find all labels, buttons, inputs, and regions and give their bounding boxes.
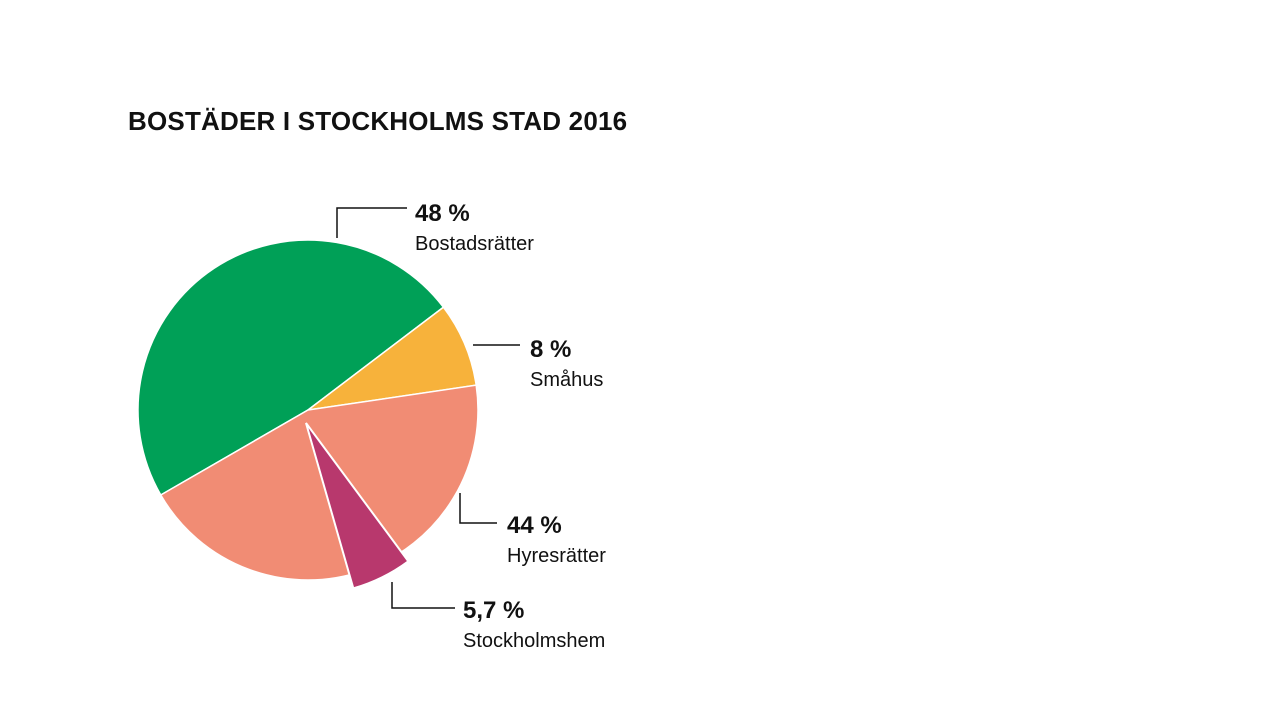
data-label-name-stockholmshem: Stockholmshem	[463, 630, 605, 652]
data-label-value-bostadsrätter: 48 %	[415, 200, 470, 227]
data-label-name-hyresrätter: Hyresrätter	[507, 545, 606, 567]
data-label-value-småhus: 8 %	[530, 336, 571, 363]
leader-line-bostadsrätter	[336, 207, 407, 238]
pie-slice-bostadsrätter	[137, 239, 445, 497]
leader-line-stockholmshem	[391, 582, 455, 609]
data-label-name-bostadsrätter: Bostadsrätter	[415, 233, 534, 255]
chart-title: BOSTÄDER I STOCKHOLMS STAD 2016	[128, 106, 628, 136]
data-label-value-hyresrätter: 44 %	[507, 512, 562, 539]
data-label-value-stockholmshem: 5,7 %	[463, 597, 524, 624]
data-label-name-småhus: Småhus	[530, 369, 603, 391]
leader-line-hyresrätter	[459, 493, 497, 524]
pie-slice-stockholmshem	[305, 422, 410, 590]
